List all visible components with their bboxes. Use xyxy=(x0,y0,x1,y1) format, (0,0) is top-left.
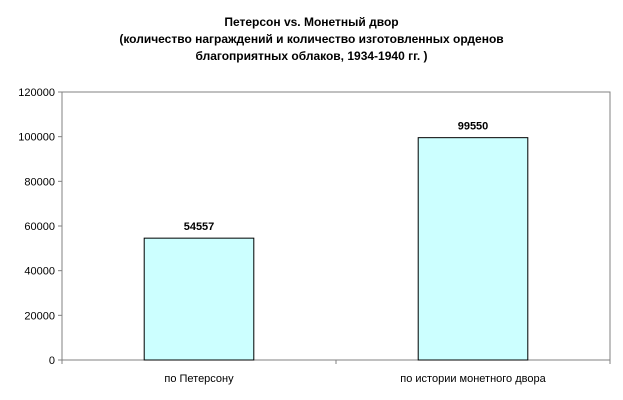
x-category-label: по Петерсону xyxy=(164,373,234,385)
y-axis: 0 20000 40000 60000 80000 100000 120000 xyxy=(18,87,63,367)
bar xyxy=(417,137,529,361)
y-tick-label: 40000 xyxy=(24,266,55,278)
bar xyxy=(143,237,255,361)
chart-title: Петерсон vs. Монетный двор (количество н… xyxy=(0,14,623,65)
y-tick-label: 80000 xyxy=(24,176,55,188)
bars: 54557 99550 xyxy=(143,121,529,361)
x-axis: по Петерсону по истории монетного двора xyxy=(61,359,611,385)
y-tick-label: 60000 xyxy=(24,221,55,233)
y-tick-label: 0 xyxy=(49,355,55,367)
y-tick-label: 20000 xyxy=(24,310,55,322)
y-tick-label: 120000 xyxy=(18,87,55,99)
chart-title-line-2: (количество награждений и количество изг… xyxy=(119,32,504,46)
bar-data-label: 99550 xyxy=(458,121,489,133)
chart-title-line-3: благоприятных облаков, 1934-1940 гг. ) xyxy=(195,49,428,63)
x-category-label: по истории монетного двора xyxy=(400,373,546,385)
chart-title-line-1: Петерсон vs. Монетный двор xyxy=(224,15,399,29)
bar-data-label: 54557 xyxy=(184,221,215,233)
y-tick-label: 100000 xyxy=(18,132,55,144)
